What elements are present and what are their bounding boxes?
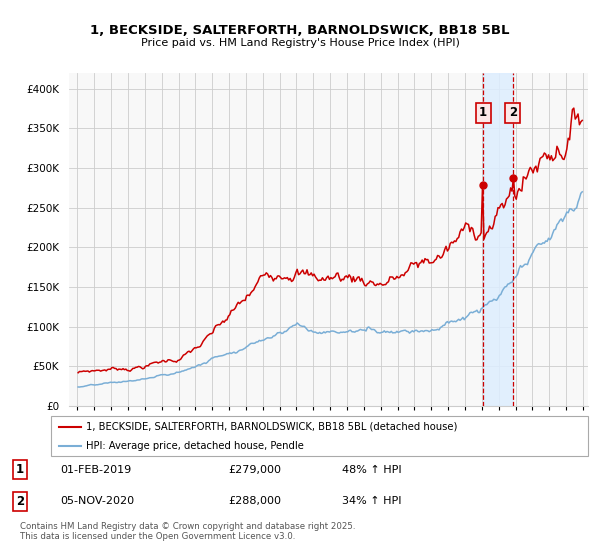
Text: 1, BECKSIDE, SALTERFORTH, BARNOLDSWICK, BB18 5BL: 1, BECKSIDE, SALTERFORTH, BARNOLDSWICK, …	[90, 24, 510, 36]
Bar	[483, 73, 513, 406]
FancyBboxPatch shape	[51, 416, 588, 456]
Text: 2: 2	[509, 106, 517, 119]
Text: 01-FEB-2019: 01-FEB-2019	[60, 465, 131, 475]
Text: HPI: Average price, detached house, Pendle: HPI: Average price, detached house, Pend…	[86, 441, 304, 450]
Text: 34% ↑ HPI: 34% ↑ HPI	[342, 496, 401, 506]
Text: Price paid vs. HM Land Registry's House Price Index (HPI): Price paid vs. HM Land Registry's House …	[140, 38, 460, 48]
Text: £288,000: £288,000	[228, 496, 281, 506]
Text: 1: 1	[16, 463, 24, 476]
Text: 1, BECKSIDE, SALTERFORTH, BARNOLDSWICK, BB18 5BL (detached house): 1, BECKSIDE, SALTERFORTH, BARNOLDSWICK, …	[86, 422, 457, 432]
Text: 05-NOV-2020: 05-NOV-2020	[60, 496, 134, 506]
Text: 2: 2	[16, 494, 24, 507]
Text: Contains HM Land Registry data © Crown copyright and database right 2025.
This d: Contains HM Land Registry data © Crown c…	[20, 522, 355, 542]
Text: 1: 1	[479, 106, 487, 119]
Text: 48% ↑ HPI: 48% ↑ HPI	[342, 465, 401, 475]
Text: £279,000: £279,000	[228, 465, 281, 475]
